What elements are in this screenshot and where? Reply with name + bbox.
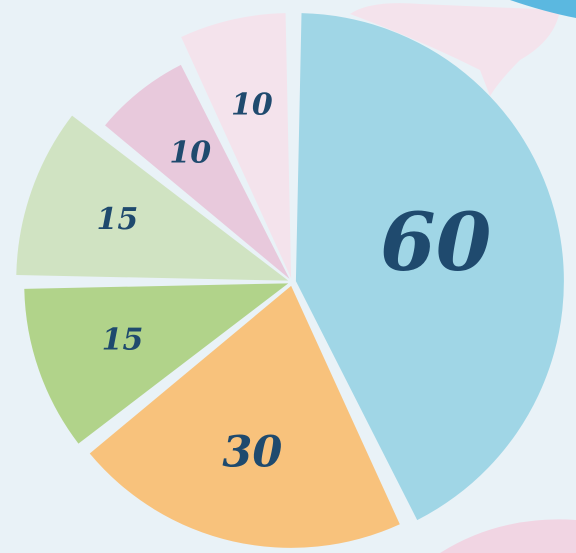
data-label: 10 — [169, 135, 211, 170]
chart: 60 30 15 15 10 10 — [0, 0, 576, 553]
data-label: 15 — [102, 322, 144, 357]
page: 603015151010 {"chart_data": {"type": "pi… — [0, 0, 576, 553]
data-label: 30 — [222, 428, 282, 478]
data-label: 15 — [97, 202, 139, 237]
data-label: 10 — [231, 87, 273, 122]
data-label: 60 — [380, 195, 491, 289]
